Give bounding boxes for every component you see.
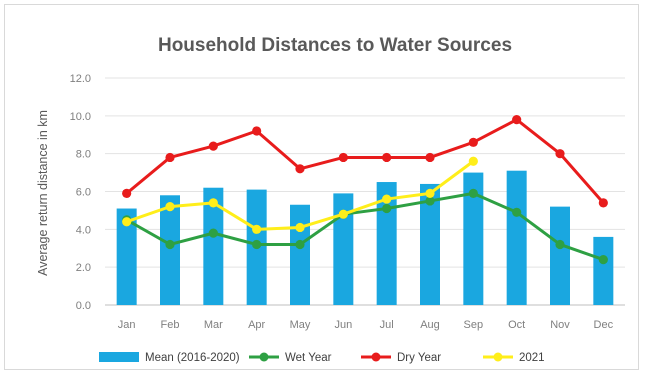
data-point [425,188,435,198]
data-point [338,152,348,163]
x-tick-label: May [290,319,311,331]
data-point [512,115,522,125]
data-point [165,202,175,212]
x-tick-label: Apr [248,319,265,331]
data-point [425,152,435,163]
y-tick-label: 6.0 [76,187,91,199]
y-tick-label: 12.0 [70,73,91,85]
data-point [208,228,218,238]
x-tick-label: Oct [508,319,525,331]
bar [463,172,484,305]
data-point [555,239,565,250]
data-point [598,255,608,265]
data-point [208,141,218,151]
data-point [295,222,305,233]
legend-marker [371,352,381,362]
y-axis-label: Average return distance in km [36,110,50,276]
chart: Household Distances to Water Sources Ave… [36,35,625,364]
bar-series [116,170,614,305]
data-point [382,203,392,214]
legend-entry: Wet Year [285,352,332,364]
data-point [208,198,218,208]
bar [420,183,440,305]
y-tick-label: 8.0 [76,149,91,161]
y-tick-label: 4.0 [76,224,91,236]
x-tick-labels: Jan Feb Mar Apr May Jun Jul Aug Sep Oct Nov Dec [118,319,614,331]
legend-entry: 2021 [519,352,545,364]
legend-entry: Mean (2016-2020) [145,352,240,364]
series-line [125,191,604,262]
x-tick-label: Jan [118,319,136,331]
legend-swatch [99,352,139,362]
chart-title: Household Distances to Water Sources [158,35,512,56]
legend-entry: Dry Year [397,352,441,364]
data-point [252,239,262,250]
y-tick-label: 10.0 [70,111,91,123]
bar [116,208,137,305]
data-point [252,126,262,136]
chart-frame: Household Distances to Water Sources Ave… [4,4,639,370]
x-tick-label: Feb [161,319,180,331]
data-point [295,239,305,250]
legend: Mean (2016-2020) Wet Year Dry Year 2021 [99,352,545,364]
data-point [382,194,392,204]
x-tick-label: Nov [550,319,570,331]
data-point [165,239,175,250]
bar [376,182,397,305]
data-point [425,196,435,206]
bar [550,206,570,305]
legend-marker [493,352,503,362]
data-point [252,224,262,234]
bar [333,193,354,305]
y-tick-labels: 0.0 2.0 4.0 6.0 8.0 10.0 12.0 [70,73,91,312]
data-point [598,198,608,208]
data-point [122,188,132,198]
bar [203,187,224,305]
data-point [122,217,132,227]
data-point [468,137,478,147]
data-point [468,156,478,166]
bar [506,170,527,305]
data-point [555,149,565,159]
data-point [295,164,305,174]
series-line [125,118,605,204]
x-tick-label: Dec [594,319,614,331]
legend-marker [259,352,269,362]
data-point [165,152,175,163]
data-point [512,207,522,217]
y-tick-label: 2.0 [76,262,91,274]
bar [593,236,614,305]
gridlines [105,77,625,306]
bar [160,195,180,305]
bar [290,204,310,305]
x-tick-label: Jun [334,319,352,331]
x-tick-label: Mar [204,319,223,331]
y-tick-label: 0.0 [76,300,91,312]
x-tick-label: Sep [464,319,484,331]
data-point [382,152,392,163]
data-point [338,209,348,219]
line-series [122,115,608,265]
x-tick-label: Aug [420,319,440,331]
x-tick-label: Jul [380,319,394,331]
data-point [468,188,478,198]
